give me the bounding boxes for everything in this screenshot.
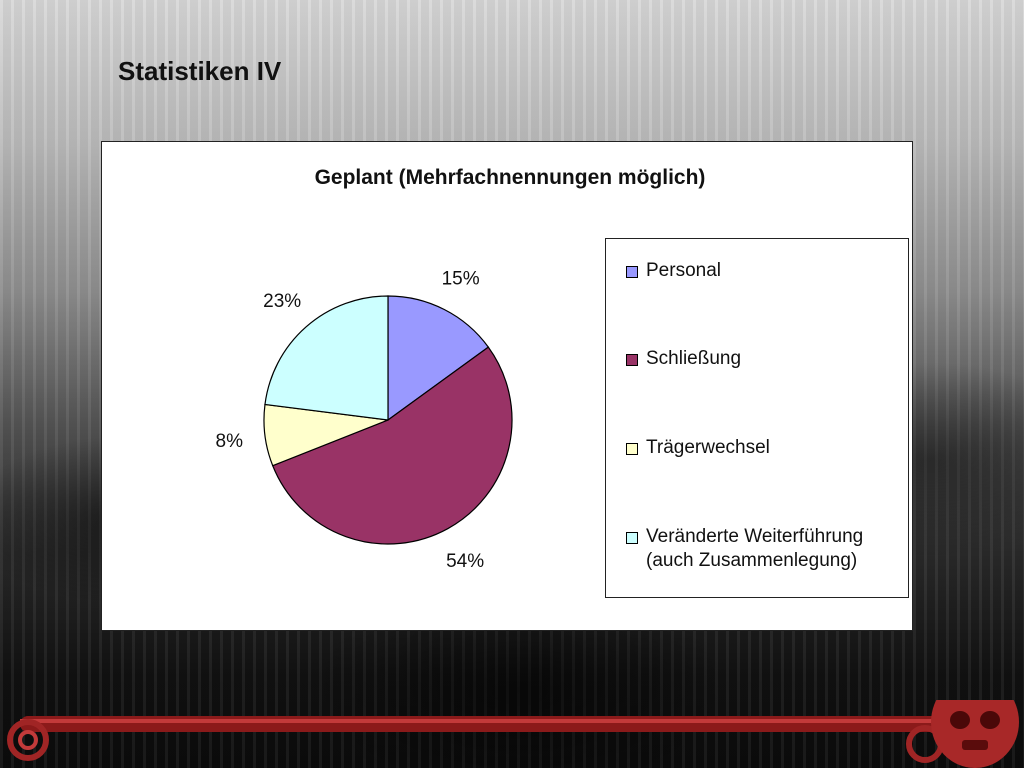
legend-swatch [626,443,638,455]
legend-label-line-2: (auch Zusammenlegung) [646,550,858,571]
legend-label: Trägerwechsel [646,437,770,458]
pie-slice-veraenderte-weiterfuehrung [264,295,389,421]
ornament-bar [20,716,940,732]
chart-legend: Personal Schließung Trägerwechsel Veränd… [605,238,909,598]
skull-eye-left [950,711,970,729]
data-label-schliessung: 54% [446,551,484,572]
pie-slice-schliessung [271,346,513,545]
legend-label-line-1: Veränderte Weiterführung [646,526,864,547]
chart-area: Geplant (Mehrfachnennungen möglich) 15% 5… [101,141,913,631]
footer-ornament [7,700,1019,768]
ornament-scroll-left [7,719,49,761]
data-label-veraenderte-weiterfuehrung: 23% [263,291,301,312]
legend-label: Personal [646,260,721,281]
legend-label: Veränderte Weiterführung (auch Zusammenl… [646,525,904,573]
legend-label: Schließung [646,348,742,369]
skull-ornament-icon [931,700,1019,768]
pie-chart: Geplant (Mehrfachnennungen möglich) 15% 5… [216,166,706,572]
legend-swatch [626,266,638,278]
pie-slices [263,295,513,545]
pie-data-labels: 15% 54% 8% 23% [216,268,485,572]
data-label-personal: 15% [442,268,480,289]
skull-teeth [962,740,988,750]
pie-slice-personal [387,295,490,422]
legend-swatch [626,354,638,366]
ornament-highlight [20,719,940,723]
ornament-scroll-left-inner [18,730,38,750]
legend-swatch [626,532,638,544]
data-label-traegerwechsel: 8% [216,431,244,452]
chart-title: Geplant (Mehrfachnennungen möglich) [315,166,706,189]
skull-eye-right [980,711,1000,729]
slide-title: Statistiken IV [118,56,282,86]
